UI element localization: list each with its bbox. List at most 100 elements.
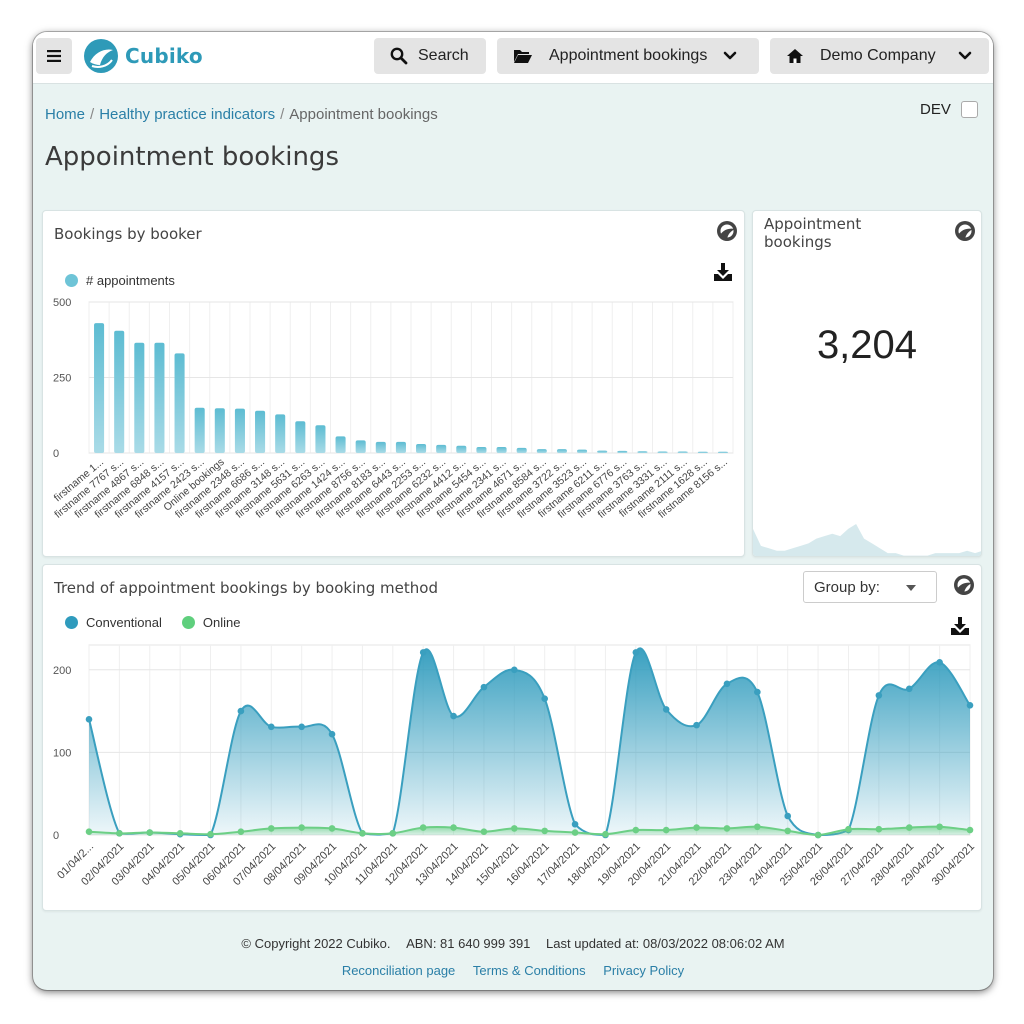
legend-dot — [181, 616, 195, 629]
data-point — [176, 830, 184, 837]
data-point — [905, 824, 913, 831]
series-area — [89, 648, 970, 835]
breadcrumb-home[interactable]: Home — [45, 106, 86, 123]
dev-checkbox[interactable] — [960, 101, 978, 118]
download-icon[interactable] — [950, 616, 970, 636]
report-dropdown[interactable]: Appointment bookings — [497, 38, 759, 74]
bar — [536, 449, 547, 453]
legend-label: Online — [202, 615, 241, 630]
legend-item-conventional[interactable]: Conventional — [65, 615, 162, 630]
data-point — [754, 823, 761, 831]
data-point — [905, 685, 913, 693]
reconciliation-link[interactable]: Reconciliation page — [341, 963, 456, 978]
bar — [134, 342, 145, 453]
data-point — [632, 649, 640, 656]
y-tick-label: 200 — [53, 665, 71, 677]
dev-label: DEV — [920, 101, 951, 118]
bar — [315, 425, 326, 453]
data-point — [450, 712, 457, 720]
data-point — [693, 824, 700, 831]
bar — [255, 410, 266, 453]
breadcrumb-section[interactable]: Healthy practice indicators — [99, 106, 276, 123]
bar — [617, 450, 628, 453]
legend-label: Conventional — [86, 615, 162, 630]
y-tick-label: 0 — [53, 448, 59, 460]
search-button[interactable]: Search — [374, 38, 486, 74]
data-point — [237, 707, 245, 715]
bar — [275, 414, 286, 453]
y-tick-label: 0 — [53, 830, 59, 842]
caret-down-icon — [906, 585, 916, 591]
privacy-link[interactable]: Privacy Policy — [603, 963, 685, 978]
breadcrumb-separator: / — [90, 106, 95, 123]
data-point — [237, 828, 245, 835]
bar — [114, 330, 125, 453]
terms-link[interactable]: Terms & Conditions — [472, 963, 586, 978]
home-icon — [787, 49, 803, 63]
search-icon — [390, 47, 408, 65]
app-window: Cubiko Search Appointment bookings — [33, 32, 993, 990]
breadcrumb-current: Appointment bookings — [289, 106, 438, 123]
group-by-dropdown[interactable]: Group by: — [803, 571, 937, 603]
data-point — [85, 716, 93, 723]
legend-item-online[interactable]: Online — [181, 615, 241, 630]
legend-item[interactable]: # appointments — [65, 273, 175, 288]
data-point — [328, 825, 336, 832]
trend-card: Trend of appointment bookings by booking… — [42, 564, 982, 911]
data-point — [845, 825, 852, 833]
legend-dot — [65, 274, 78, 287]
data-point — [662, 706, 670, 713]
menu-button[interactable] — [36, 38, 72, 74]
logo-icon — [84, 39, 118, 73]
data-point — [298, 723, 305, 731]
cubiko-logo[interactable]: Cubiko — [83, 38, 203, 74]
chevron-down-icon — [724, 51, 737, 60]
data-point — [480, 683, 488, 691]
bar — [436, 444, 447, 453]
card-title: Trend of appointment bookings by booking… — [54, 579, 438, 597]
top-navbar: Cubiko Search Appointment bookings — [33, 32, 993, 84]
sparkline-area — [753, 524, 981, 556]
company-dropdown[interactable]: Demo Company — [770, 38, 989, 74]
data-point — [511, 825, 518, 832]
globe-icon[interactable] — [954, 220, 976, 242]
kpi-value: 3,204 — [816, 323, 918, 367]
data-point — [541, 695, 548, 702]
bar — [657, 451, 668, 453]
kpi-title: Appointment bookings — [764, 215, 862, 251]
footer-updated: Last updated at: 08/03/2022 08:06:02 AM — [546, 936, 785, 951]
bar — [677, 451, 688, 453]
footer-links: Reconciliation page Terms & Conditions P… — [33, 963, 993, 978]
group-by-label: Group by: — [814, 578, 880, 596]
globe-icon[interactable] — [716, 220, 738, 242]
y-tick-label: 100 — [53, 747, 71, 759]
data-point — [693, 721, 700, 729]
chevron-down-icon — [958, 51, 971, 60]
trend-area-chart: 010020001/04/2...02/04/202103/04/202104/… — [53, 644, 977, 888]
data-point — [571, 820, 579, 828]
data-point — [784, 827, 792, 835]
data-point — [207, 830, 214, 838]
data-point — [966, 702, 974, 709]
bar — [395, 441, 406, 453]
footer-abn: ABN: 81 640 999 391 — [406, 936, 531, 951]
bar — [556, 449, 567, 453]
legend-label: # appointments — [86, 273, 175, 288]
bookings-by-booker-card: Bookings by booker # appointments 0 250 50… — [42, 210, 745, 557]
bar — [375, 441, 386, 453]
hamburger-icon — [47, 50, 61, 62]
data-point — [814, 831, 822, 839]
page-title: Appointment bookings — [45, 142, 339, 172]
breadcrumb: Home / Healthy practice indicators / Appoint… — [45, 106, 438, 123]
data-point — [85, 828, 93, 835]
download-icon[interactable] — [713, 262, 733, 282]
report-label: Appointment bookings — [549, 47, 708, 64]
data-point — [328, 730, 336, 738]
bar — [194, 407, 205, 453]
globe-icon[interactable] — [953, 574, 975, 596]
data-point — [571, 829, 579, 836]
data-point — [480, 828, 488, 835]
bar — [577, 449, 588, 453]
bar — [717, 451, 728, 453]
kpi-sparkline — [753, 524, 981, 556]
